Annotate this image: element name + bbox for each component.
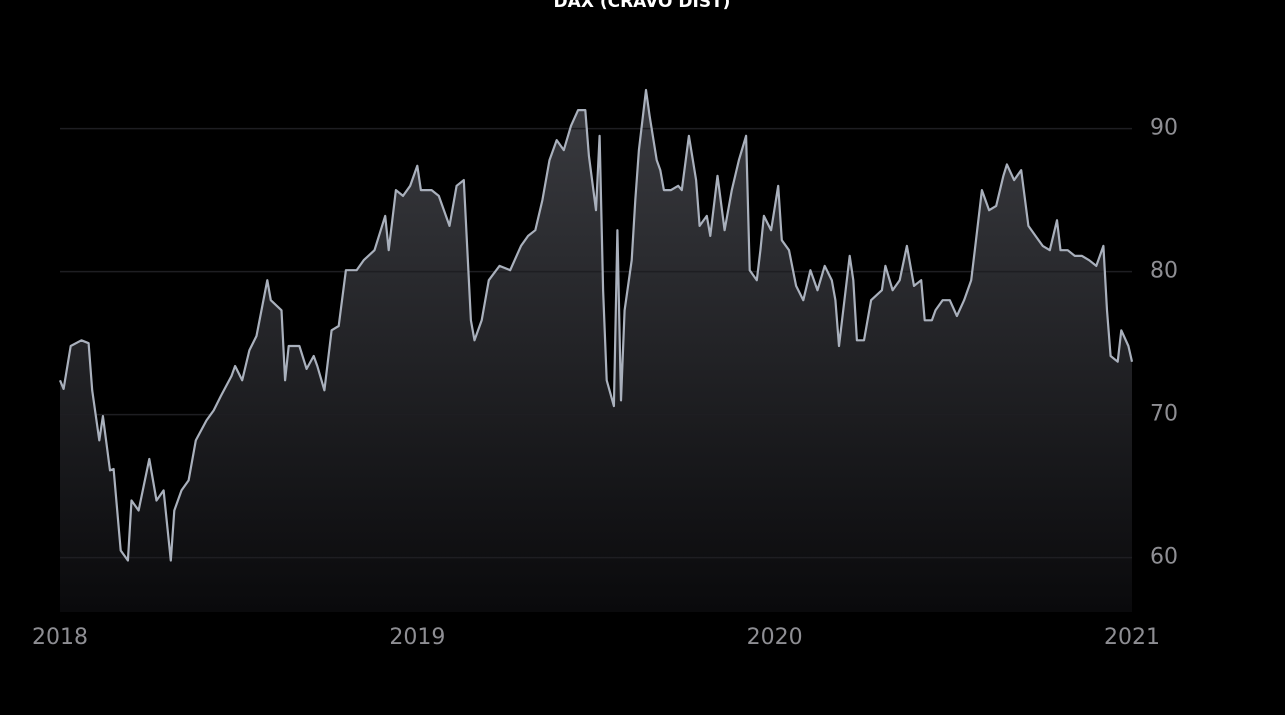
y-tick-label: 60 [1150, 545, 1178, 570]
x-tick-label: 2018 [32, 625, 88, 650]
y-tick-label: 80 [1150, 259, 1178, 284]
x-tick-label: 2019 [389, 625, 445, 650]
y-tick-label: 90 [1150, 116, 1178, 141]
x-tick-label: 2021 [1104, 625, 1160, 650]
x-tick-label: 2020 [747, 625, 803, 650]
y-tick-label: 70 [1150, 402, 1178, 427]
chart-title: DAX (CRAVO DIST) [554, 0, 731, 12]
line [58, 88, 1134, 562]
area [60, 90, 1132, 612]
